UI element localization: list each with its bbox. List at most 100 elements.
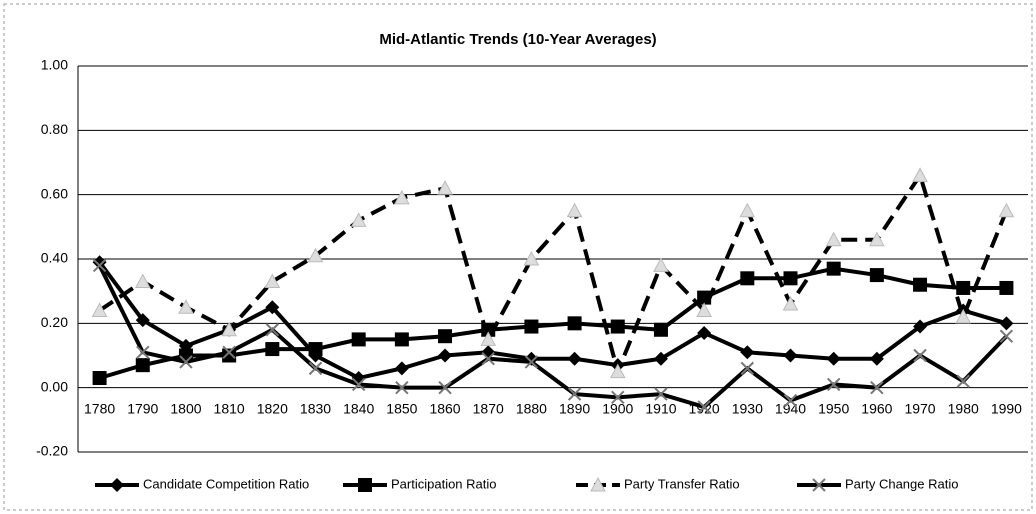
legend-label: Participation Ratio (391, 476, 497, 491)
point (567, 387, 582, 401)
point (999, 329, 1014, 343)
legend-marker (358, 478, 372, 492)
point (826, 351, 841, 366)
point (308, 361, 323, 376)
point (697, 400, 711, 414)
x-tick-label: 1880 (516, 400, 547, 416)
point (653, 322, 668, 337)
point (566, 202, 583, 218)
series-line (98, 170, 1009, 378)
legend-label: Party Transfer Ratio (624, 476, 740, 491)
point (307, 247, 324, 263)
point (308, 342, 323, 357)
point (653, 257, 669, 272)
x-tick-label: 1860 (429, 400, 460, 416)
y-tick-label: 0.40 (41, 250, 68, 266)
point (481, 352, 495, 366)
point (825, 231, 842, 247)
point (222, 345, 236, 359)
x-tick-label: 1800 (170, 400, 201, 416)
point (783, 348, 798, 363)
point (912, 167, 928, 182)
x-tick-label: 1850 (386, 400, 417, 416)
x-tick-label: 1820 (257, 400, 288, 416)
point (783, 271, 798, 286)
point (869, 351, 884, 366)
point (265, 342, 280, 357)
point (438, 380, 452, 395)
x-tick-label: 1870 (473, 400, 504, 416)
y-tick-label: -0.20 (36, 443, 68, 459)
point (92, 258, 107, 273)
point (999, 280, 1014, 295)
point (480, 331, 497, 346)
point (998, 202, 1015, 218)
legend-marker (590, 476, 606, 492)
point (438, 348, 453, 363)
x-tick-label: 1910 (645, 400, 676, 416)
point (438, 329, 453, 344)
x-tick-label: 1940 (775, 400, 806, 416)
x-tick-label: 1930 (732, 400, 763, 416)
point (999, 316, 1014, 331)
series-line (97, 264, 1008, 410)
point (610, 319, 625, 334)
series-line (99, 266, 1007, 380)
point (956, 374, 970, 388)
y-tick-label: 0.00 (41, 378, 68, 394)
point (870, 380, 884, 395)
point (135, 358, 150, 373)
x-tick-label: 1790 (127, 400, 158, 416)
point (696, 302, 712, 317)
point (350, 212, 367, 227)
x-tick-label: 1970 (904, 400, 935, 416)
point (221, 321, 237, 337)
point (567, 316, 582, 331)
point (913, 348, 927, 363)
point (136, 345, 150, 359)
point (653, 351, 668, 366)
legend-marker (110, 478, 124, 492)
point (265, 300, 280, 315)
x-tick-label: 1960 (861, 400, 892, 416)
x-tick-label: 1830 (300, 400, 331, 416)
point (913, 277, 928, 292)
point (826, 261, 841, 276)
x-tick-label: 1980 (948, 400, 979, 416)
point (395, 380, 409, 395)
point (913, 319, 928, 334)
point (351, 332, 366, 347)
point (739, 202, 756, 218)
point (956, 280, 971, 295)
point (783, 393, 798, 408)
point (740, 271, 755, 286)
chart-frame (3, 3, 1033, 511)
x-tick-label: 1950 (818, 400, 849, 416)
point (609, 363, 626, 379)
point (782, 295, 799, 311)
x-tick-label: 1990 (991, 400, 1022, 416)
x-tick-label: 1810 (214, 400, 245, 416)
chart-title: Mid-Atlantic Trends (10-Year Averages) (379, 31, 656, 48)
point (654, 387, 668, 401)
point (740, 345, 755, 360)
point (178, 299, 194, 314)
y-tick-label: 0.20 (41, 314, 68, 330)
point (523, 250, 540, 266)
point (826, 377, 841, 392)
point (92, 255, 107, 270)
point (351, 377, 366, 392)
point (869, 268, 884, 283)
legend-label: Candidate Competition Ratio (143, 476, 309, 491)
x-tick-label: 1900 (602, 400, 633, 416)
point (92, 371, 107, 386)
point (869, 231, 885, 247)
x-tick-label: 1840 (343, 400, 374, 416)
point (394, 332, 409, 347)
legend-label: Party Change Ratio (845, 476, 958, 491)
y-tick-label: 0.60 (41, 185, 68, 201)
point (740, 361, 755, 376)
point (394, 361, 409, 376)
